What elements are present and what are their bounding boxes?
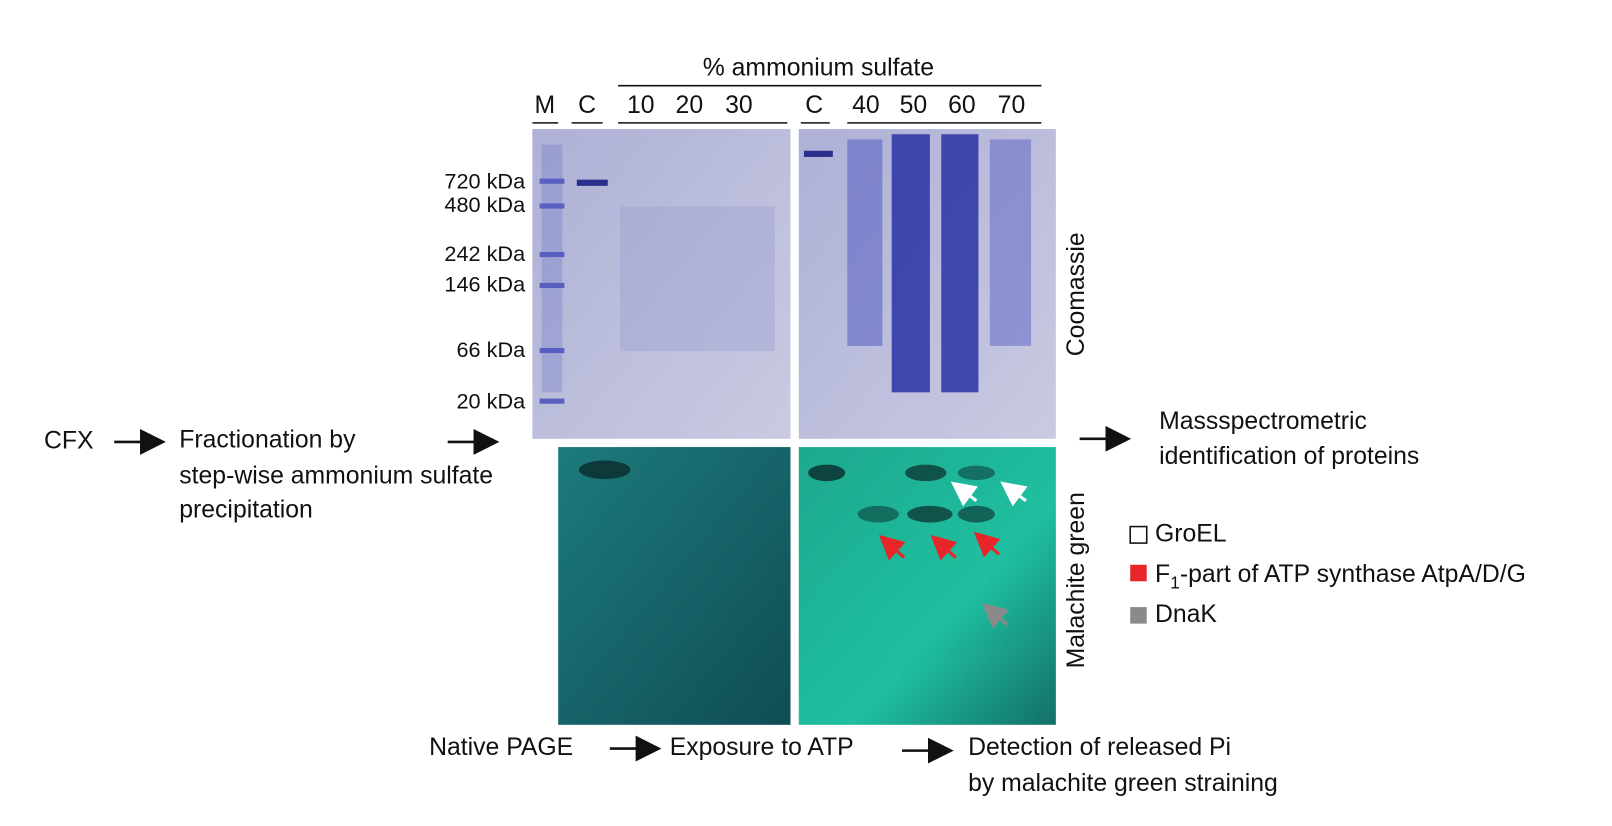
flow-step: step-wise ammonium sulfate xyxy=(179,463,493,490)
lane-labels: M C 10 20 30 C 40 50 60 70 xyxy=(532,92,1042,124)
header: % ammonium sulfate xyxy=(703,55,934,82)
band xyxy=(907,505,953,523)
malachite-gel-left xyxy=(558,447,791,725)
legend-label: GroEL xyxy=(1155,520,1227,547)
band xyxy=(957,505,995,523)
marker-label: 66 kDa xyxy=(456,337,526,362)
band xyxy=(803,150,833,157)
marker-label: 20 kDa xyxy=(456,388,526,413)
flow-result: Massspectrometric xyxy=(1159,408,1367,435)
flow-result: identification of proteins xyxy=(1159,443,1419,470)
flow-start: CFX xyxy=(44,427,94,454)
lane-label: 60 xyxy=(948,92,976,119)
lane-label: 70 xyxy=(998,92,1026,119)
legend-label: F1-part of ATP synthase AtpA/D/G xyxy=(1155,561,1526,592)
smear xyxy=(847,139,883,346)
coomassie-gel-left xyxy=(532,129,791,439)
flow-step: Native PAGE xyxy=(429,734,573,761)
side-label: Malachite green xyxy=(1063,492,1090,668)
legend-swatch xyxy=(1129,525,1148,544)
side-label: Coomassie xyxy=(1063,232,1090,356)
lane-label: 50 xyxy=(900,92,928,119)
lane-label: C xyxy=(805,92,823,119)
marker-label: 146 kDa xyxy=(444,272,526,297)
legend-label: DnaK xyxy=(1155,601,1217,628)
lane-label: M xyxy=(534,92,555,119)
legend-swatch xyxy=(1130,564,1147,582)
flow-step: Fractionation by xyxy=(179,426,356,453)
flow-detection: Detection of released Pi xyxy=(968,734,1231,761)
marker-bands xyxy=(539,144,565,404)
legend-swatch xyxy=(1130,607,1147,624)
flow-detection: by malachite green straining xyxy=(968,770,1278,797)
band xyxy=(905,464,947,482)
smear xyxy=(891,134,930,393)
smear xyxy=(941,134,979,393)
marker-label: 242 kDa xyxy=(444,241,526,266)
lane-label: 40 xyxy=(852,92,880,119)
gel-arrows xyxy=(878,481,1028,629)
band xyxy=(578,460,631,480)
legend-text: -part of ATP synthase AtpA/D/G xyxy=(1180,561,1526,588)
lane-label: 20 xyxy=(676,92,704,119)
lane-label: C xyxy=(578,92,596,119)
smear xyxy=(620,206,776,352)
malachite-gel-right xyxy=(798,447,1056,725)
marker-label: 720 kDa xyxy=(444,168,526,193)
lane-label: 10 xyxy=(627,92,655,119)
marker-label: 480 kDa xyxy=(444,192,526,217)
flow-step: Exposure to ATP xyxy=(670,734,854,761)
lane-label: 30 xyxy=(725,92,753,119)
band xyxy=(957,465,995,481)
band xyxy=(576,179,608,186)
flow-step: precipitation xyxy=(179,497,313,524)
legend-subscript: 1 xyxy=(1170,572,1180,592)
band xyxy=(857,505,899,523)
smear xyxy=(989,139,1032,346)
legend-text: F xyxy=(1155,561,1170,588)
band xyxy=(808,464,846,482)
